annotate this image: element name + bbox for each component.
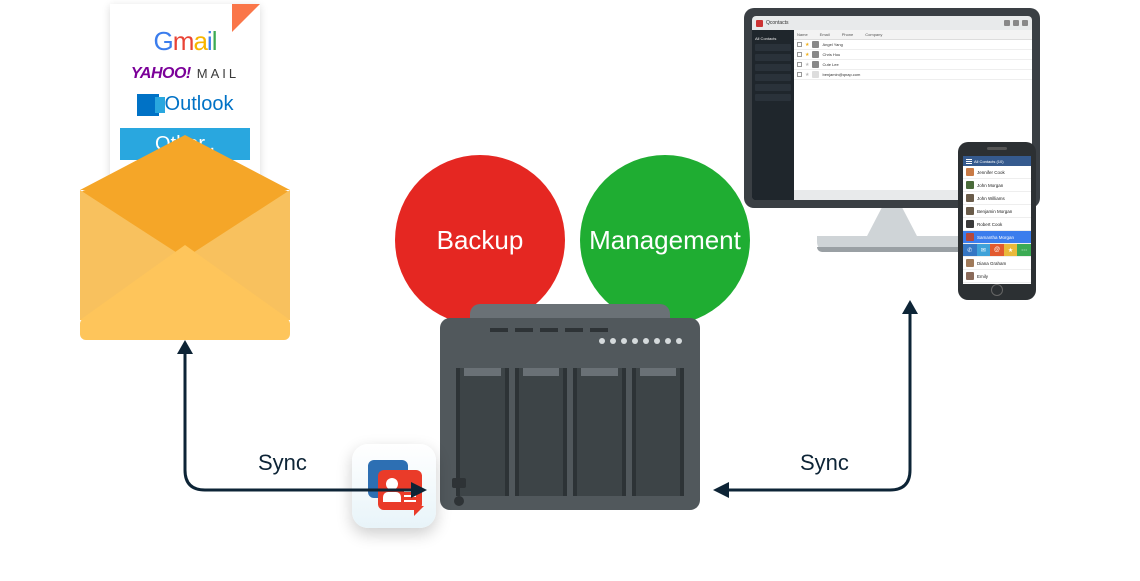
table-row: ★Chris Hou — [794, 50, 1032, 60]
nas-device — [440, 290, 700, 510]
table-header: Name Email Phone Company — [794, 30, 1032, 40]
phone-header: All Contacts (10) — [974, 159, 1004, 164]
letter-fold-corner — [232, 4, 260, 32]
app-logo-icon — [756, 20, 763, 27]
table-row: ★Angel Yang — [794, 40, 1032, 50]
star-icon: ★ — [1004, 244, 1018, 256]
search-icon — [1004, 20, 1010, 26]
list-item-selected: Samantha Morgan — [963, 231, 1031, 244]
mobile-phone: All Contacts (10) Jennifer Cook John Mor… — [958, 142, 1036, 300]
more-icon — [1022, 20, 1028, 26]
table-row: ★benjamin@qnap.com — [794, 70, 1032, 80]
list-item: John Williams — [963, 192, 1031, 205]
app-title: Qcontacts — [766, 20, 789, 26]
list-item: Jennifer Cook — [963, 166, 1031, 179]
backup-label: Backup — [437, 225, 524, 256]
contact-actions: ✆ ✉ @ ★ ⋯ — [963, 244, 1031, 257]
sync-arrow-right — [710, 300, 930, 530]
nas-drive-bays — [456, 368, 684, 496]
hamburger-icon — [966, 159, 972, 164]
outlook-logo: Outlook — [110, 93, 260, 116]
outlook-icon — [137, 94, 159, 116]
list-item: Emily — [963, 270, 1031, 283]
table-row: ★Cute Lee — [794, 60, 1032, 70]
chat-icon: ✉ — [977, 244, 991, 256]
yahoo-mail-logo: YAHOO!MAIL — [110, 65, 260, 83]
mail-icon: @ — [990, 244, 1004, 256]
contacts-mobile-app: All Contacts (10) Jennifer Cook John Mor… — [963, 156, 1031, 284]
list-item: Diana Graham — [963, 257, 1031, 270]
sync-label-right: Sync — [800, 450, 849, 476]
menu-icon — [1013, 20, 1019, 26]
list-item: John Morgan — [963, 179, 1031, 192]
management-label: Management — [589, 225, 741, 256]
envelope-icon — [80, 190, 290, 340]
list-item: Robert Cook — [963, 218, 1031, 231]
list-item: Benjamin Morgan — [963, 205, 1031, 218]
call-icon: ✆ — [963, 244, 977, 256]
share-icon: ⋯ — [1017, 244, 1031, 256]
sidebar: All Contacts — [752, 30, 794, 200]
sync-label-left: Sync — [258, 450, 307, 476]
sync-arrow-left — [175, 340, 435, 530]
